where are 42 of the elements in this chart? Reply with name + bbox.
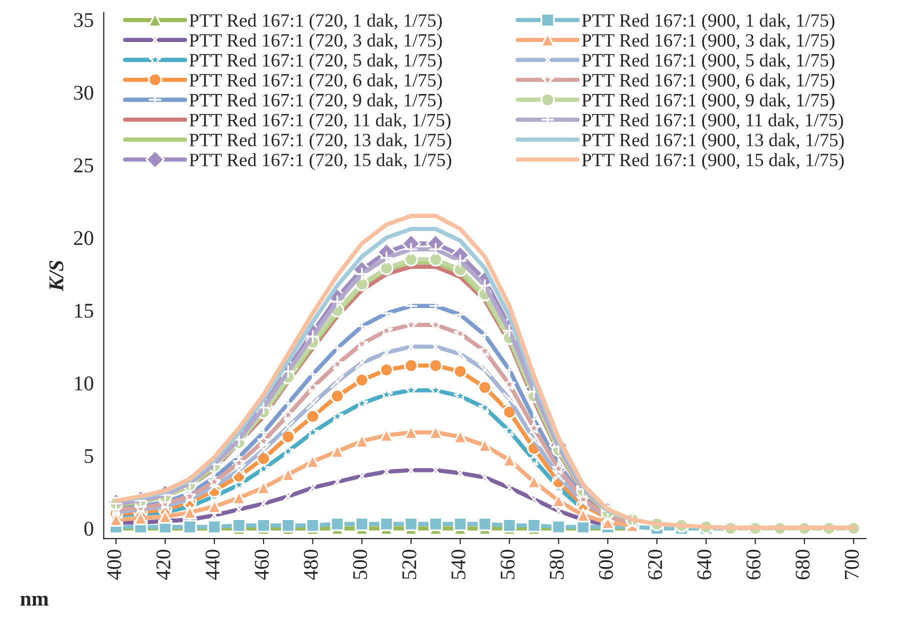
y-tick-label: 5 xyxy=(84,449,94,464)
legend-label: PTT Red 167:1 (900, 6 dak, 1/75) xyxy=(582,73,834,90)
x-tick-label: 400 xyxy=(107,550,122,580)
x-tick-label: 640 xyxy=(697,550,712,580)
x-tick-label: 560 xyxy=(500,550,515,579)
legend-label: PTT Red 167:1 (720, 5 dak, 1/75) xyxy=(189,53,442,70)
x-axis-title: nm xyxy=(20,596,48,606)
x-tick-label: 480 xyxy=(304,550,318,580)
legend-label: PTT Red 167:1 (720, 11 dak, 1/75) xyxy=(189,113,450,130)
y-tick-label: 15 xyxy=(75,304,94,318)
x-tick-label: 440 xyxy=(206,550,220,580)
legend-label: PTT Red 167:1 (900, 5 dak, 1/75) xyxy=(582,53,834,70)
x-tick-label: 660 xyxy=(746,550,760,580)
x-tick-label: 580 xyxy=(550,550,564,579)
legend-label: PTT Red 167:1 (900, 11 dak, 1/75) xyxy=(582,113,844,130)
legend-label: PTT Red 167:1 (720, 3 dak, 1/75) xyxy=(189,34,442,51)
x-tick-label: 520 xyxy=(402,550,416,579)
y-tick-label: 0 xyxy=(84,522,94,536)
y-tick-label: 20 xyxy=(74,231,94,246)
y-tick-label: 10 xyxy=(75,376,94,390)
y-tick-label: 30 xyxy=(74,86,94,100)
legend-label: PTT Red 167:1 (900, 9 dak, 1/75) xyxy=(582,93,834,110)
x-tick-label: 620 xyxy=(648,550,662,580)
x-tick-label: 680 xyxy=(796,550,810,580)
legend-label: PTT Red 167:1 (900, 1 dak, 1/75) xyxy=(582,14,834,31)
legend-label: PTT Red 167:1 (900, 13 dak, 1/75) xyxy=(582,133,844,150)
x-tick-label: 600 xyxy=(598,550,613,580)
y-axis-title: K/S xyxy=(49,260,64,292)
legend-label: PTT Red 167:1 (720, 13 dak, 1/75) xyxy=(189,133,452,150)
legend-label: PTT Red 167:1 (720, 6 dak, 1/75) xyxy=(189,73,442,90)
y-tick-label: 25 xyxy=(74,158,94,172)
x-tick-label: 540 xyxy=(451,550,466,579)
x-tick-label: 500 xyxy=(353,550,368,579)
legend-label: PTT Red 167:1 (720, 9 dak, 1/75) xyxy=(189,93,442,110)
y-tick-label: 35 xyxy=(74,13,94,28)
legend-label: PTT Red 167:1 (900, 3 dak, 1/75) xyxy=(582,34,834,51)
legend-label: PTT Red 167:1 (720, 15 dak, 1/75) xyxy=(189,153,452,170)
legend-label: PTT Red 167:1 (900, 15 dak, 1/75) xyxy=(582,153,844,170)
x-tick-label: 420 xyxy=(156,550,170,580)
x-tick-label: 700 xyxy=(844,550,859,579)
x-tick-label: 460 xyxy=(254,550,269,580)
legend-label: PTT Red 167:1 (720, 1 dak, 1/75) xyxy=(189,14,442,31)
